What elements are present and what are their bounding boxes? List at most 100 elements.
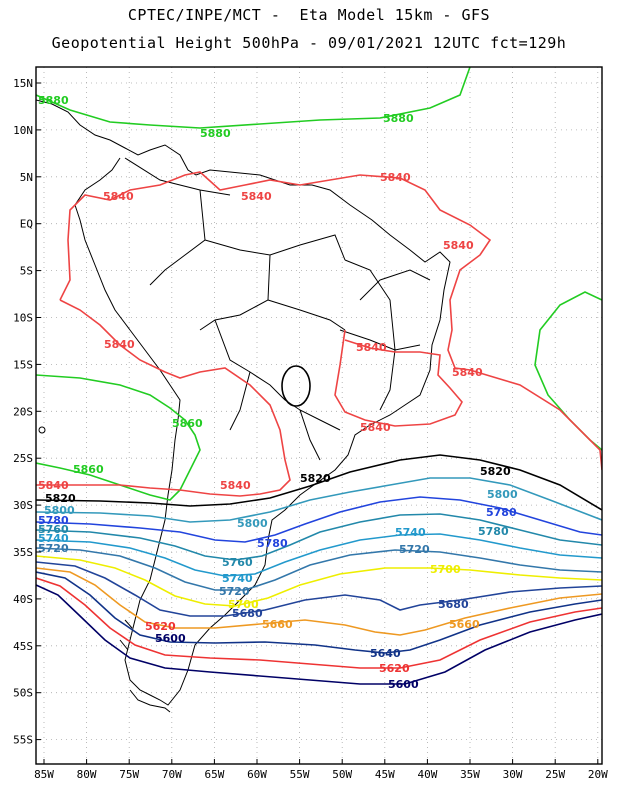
lon-label: 40W	[417, 768, 437, 781]
contour-5680	[36, 561, 602, 617]
label-5800-b: 5800	[237, 517, 268, 530]
label-5840-i: 5840	[220, 479, 251, 492]
lon-label: 50W	[332, 768, 352, 781]
label-5740-b: 5740	[222, 572, 253, 585]
contour-5840-north	[59, 171, 602, 471]
label-5700-a: 5700	[430, 563, 461, 576]
contour-5780	[36, 496, 602, 543]
coastlines	[36, 99, 451, 713]
lon-label: 25W	[545, 768, 565, 781]
map-title-line1: CPTEC/INPE/MCT - Eta Model 15km - GFS	[127, 6, 491, 24]
contour-5880-north	[36, 67, 471, 129]
label-5720-c: 5720	[38, 542, 69, 555]
map-title-line2: Geopotential Height 500hPa - 09/01/2021 …	[51, 34, 567, 52]
label-5840-j: 5840	[38, 479, 69, 492]
contour-lines	[36, 67, 602, 685]
label-5780-c: 5780	[478, 525, 509, 538]
contour-5700	[36, 555, 602, 607]
lon-label: 75W	[119, 768, 139, 781]
label-5660-b: 5660	[262, 618, 293, 631]
label-5620-b: 5620	[145, 620, 176, 633]
label-5840-g: 5840	[452, 366, 483, 379]
label-5720-b: 5720	[219, 585, 250, 598]
lon-label: 80W	[77, 768, 97, 781]
contour-5600	[36, 584, 602, 685]
label-5880-b: 5880	[200, 127, 231, 140]
contour-5720	[36, 547, 602, 591]
label-5740-a: 5740	[395, 526, 426, 539]
label-5720-a: 5720	[399, 543, 430, 556]
contour-5820-closed	[281, 365, 311, 407]
label-5860-b: 5860	[73, 463, 104, 476]
lat-label: 45S	[13, 640, 33, 653]
contour-5820	[36, 454, 602, 511]
contour-5840-brazil	[334, 329, 463, 427]
lat-label: 50S	[13, 687, 33, 700]
longitude-labels: 85W 80W 75W 70W 65W 60W 55W 50W 45W 40W 35W 30W 25W 2…	[34, 768, 608, 781]
southern-cone-islands	[119, 619, 171, 713]
lat-label: 5S	[20, 265, 33, 278]
label-5840-h: 5840	[360, 421, 391, 434]
lake-feature	[38, 426, 46, 434]
lat-label: 25S	[13, 452, 33, 465]
latitude-labels: 15N 10N 5N EQ 5S 10S 15S 20S 25S 30S 35S 40S 45S 50S 5…	[13, 77, 33, 747]
label-5840-b: 5840	[241, 190, 272, 203]
lon-label: 20W	[588, 768, 608, 781]
lon-label: 85W	[34, 768, 54, 781]
lat-label: 35S	[13, 546, 33, 559]
lat-label: 10N	[13, 124, 33, 137]
plot-frame	[35, 66, 603, 765]
label-5880-a: 5880	[38, 94, 69, 107]
label-5840-a: 5840	[103, 190, 134, 203]
label-5840-f: 5840	[356, 341, 387, 354]
lon-label: 30W	[503, 768, 523, 781]
label-5680-b: 5680	[232, 607, 263, 620]
label-5780-d: 5780	[38, 514, 69, 527]
label-5780-a: 5780	[486, 506, 517, 519]
contour-5740	[36, 533, 602, 577]
contour-5760	[36, 513, 602, 561]
label-5620-a: 5620	[379, 662, 410, 675]
contour-5620	[36, 577, 602, 669]
lat-label: 55S	[13, 734, 33, 747]
label-5840-e: 5840	[104, 338, 135, 351]
contour-5660	[36, 567, 602, 636]
contour-5880-west	[36, 374, 201, 501]
central-america-coast	[36, 99, 451, 706]
label-5860-a: 5860	[172, 417, 203, 430]
label-5760-a: 5760	[222, 556, 253, 569]
lat-label: EQ	[20, 218, 33, 231]
country-borders	[124, 157, 431, 461]
lat-label: 15S	[13, 358, 33, 371]
label-5740-c: 5740	[38, 532, 69, 545]
contour-5880-east	[534, 291, 602, 451]
contour-5800	[36, 477, 602, 523]
label-5700-b: 5700	[228, 598, 259, 611]
label-5820-b: 5820	[300, 472, 331, 485]
label-5800-a: 5800	[487, 488, 518, 501]
lon-label: 65W	[204, 768, 224, 781]
lat-label: 15N	[13, 77, 33, 90]
label-5660-a: 5660	[449, 618, 480, 631]
label-5840-d: 5840	[443, 239, 474, 252]
lon-label: 45W	[375, 768, 395, 781]
lat-label: 30S	[13, 499, 33, 512]
lat-label: 5N	[20, 171, 33, 184]
lat-label: 40S	[13, 593, 33, 606]
label-5880-c: 5880	[383, 112, 414, 125]
lat-label: 20S	[13, 405, 33, 418]
lon-label: 35W	[460, 768, 480, 781]
label-5600-b: 5600	[155, 632, 186, 645]
label-5780-b: 5780	[257, 537, 288, 550]
label-5800-c: 5800	[44, 504, 75, 517]
label-5600-a: 5600	[388, 678, 419, 691]
axis-ticks	[36, 82, 599, 764]
label-5760-b: 5760	[38, 523, 69, 536]
lat-label: 10S	[13, 312, 33, 325]
label-5680-a: 5680	[438, 598, 469, 611]
lat-lon-grid	[36, 67, 602, 764]
contour-5640	[36, 571, 602, 654]
label-5840-c: 5840	[380, 171, 411, 184]
lon-label: 60W	[247, 768, 267, 781]
